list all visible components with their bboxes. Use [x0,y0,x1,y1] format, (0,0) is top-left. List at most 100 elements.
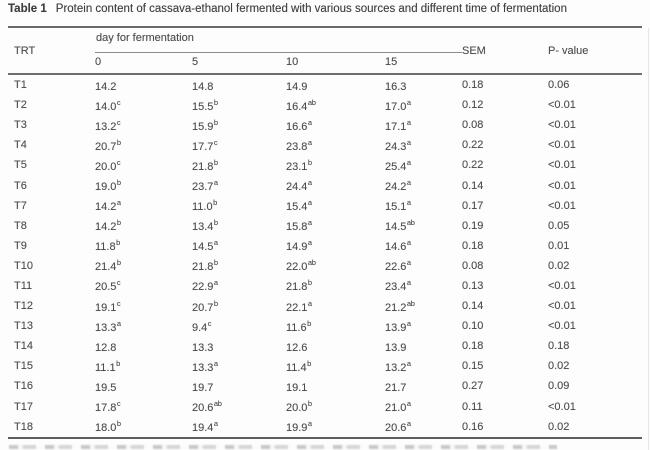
p-cell: 0.02 [548,259,570,272]
day-cell: 19.5 [95,379,192,394]
day-cell: 19.1 [286,379,385,394]
significance-superscript: ab [307,97,316,107]
significance-superscript: a [406,318,411,328]
sem-cell: 0.27 [462,380,484,393]
significance-superscript: b [307,399,312,409]
sem-cell: 0.16 [462,420,484,433]
p-cell: <0.01 [548,199,576,212]
trt-cell: T14 [14,340,33,353]
column-group-day-for-fermentation: day for fermentation 0 5 10 15 [95,28,462,73]
protein-value: 12.8 [95,341,117,354]
day-cell: 21.4b [95,258,192,273]
protein-value: 19.7 [192,381,214,394]
table-row: T2 14.0c 15.5b 16.4ab 17.0a 0.12 <0.01 [8,95,642,115]
column-header-day-0: 0 [95,56,102,68]
protein-value: 17.7 [192,140,214,153]
cropped-footnote-text [9,445,557,449]
significance-superscript: b [213,117,218,127]
day-cell: 14.5a [192,238,286,253]
trt-cell: T6 [14,179,27,192]
protein-value: 15.9 [192,120,214,133]
p-cell: <0.01 [548,139,576,152]
protein-content-table: TRT day for fermentation 0 5 10 15 SEM P… [8,26,642,440]
significance-superscript: a [307,298,312,308]
significance-superscript: ab [213,399,222,409]
protein-value: 24.2 [385,181,407,194]
significance-superscript: a [406,157,411,167]
p-cell: <0.01 [548,159,576,172]
protein-value: 14.6 [385,241,407,254]
significance-superscript: c [116,117,121,127]
protein-value: 14.5 [385,221,407,234]
table-bottom-rule [8,436,642,440]
day-cell: 22.1a [286,299,385,314]
day-cell: 17.7c [192,138,286,153]
table-row: T1 14.2 14.8 14.9 16.3 0.18 0.06 [8,75,642,95]
protein-value: 19.4 [192,422,214,435]
day-cell: 24.4a [286,178,385,193]
significance-superscript: a [406,117,411,127]
day-cell: 25.4a [385,158,462,173]
sem-cell: 0.08 [462,119,484,132]
significance-superscript: a [307,117,312,127]
protein-value: 13.3 [95,321,117,334]
significance-superscript: a [406,258,411,268]
protein-value: 23.4 [385,281,407,294]
trt-cell: T8 [14,219,27,232]
significance-superscript: b [116,238,120,248]
protein-value: 19.1 [95,301,117,314]
significance-superscript: c [116,278,121,288]
day-cell: 24.2a [385,178,462,193]
day-cell: 12.8 [95,339,192,354]
protein-value: 17.1 [385,120,407,133]
protein-value: 21.0 [385,402,407,415]
column-header-day-15: 15 [385,56,398,68]
protein-value: 22.9 [192,281,214,294]
table-body: T1 14.2 14.8 14.9 16.3 0.18 0.06 T2 14.0… [8,75,642,437]
protein-value: 25.4 [385,160,407,173]
protein-value: 11.4 [286,361,307,374]
significance-superscript: b [213,198,217,208]
protein-value: 17.0 [385,100,407,113]
day-cell: 19.7 [192,379,286,394]
day-subheaders: 0 5 10 15 [95,56,462,68]
protein-value: 14.2 [95,201,117,214]
protein-value: 11.6 [286,321,307,334]
day-cell: 23.1b [286,158,385,173]
trt-cell: T9 [14,239,27,252]
protein-value: 16.6 [286,120,308,133]
day-cell: 13.9a [385,319,462,334]
table-header: TRT day for fermentation 0 5 10 15 SEM P… [8,28,642,73]
significance-superscript: b [307,358,311,368]
significance-superscript: b [307,318,311,328]
protein-value: 14.5 [192,241,214,254]
protein-value: 13.4 [192,221,214,234]
p-cell: <0.01 [548,119,576,132]
trt-cell: T15 [14,360,33,373]
day-cell: 21.2ab [385,299,462,314]
sem-cell: 0.14 [462,300,484,313]
protein-value: 21.7 [385,381,407,394]
table-caption-text: Protein content of cassava-ethanol ferme… [55,3,567,15]
trt-cell: T1 [14,79,27,92]
sem-cell: 0.13 [462,279,484,292]
protein-value: 21.8 [286,281,308,294]
protein-value: 20.5 [95,281,117,294]
day-cell: 23.8a [286,138,385,153]
day-cell: 20.0b [286,399,385,414]
significance-superscript: a [406,238,411,248]
table-row: T18 18.0b 19.4a 19.9a 20.6a 0.16 0.02 [8,417,642,437]
table-row: T16 19.5 19.7 19.1 21.7 0.27 0.09 [8,376,642,396]
table-caption-number: Table 1 [8,3,47,15]
day-cell: 20.5c [95,278,192,293]
protein-value: 23.8 [286,140,308,153]
significance-superscript: a [213,419,218,429]
scan-edge-artifact [648,28,649,450]
day-cell: 14.9 [286,78,385,93]
significance-superscript: c [116,399,121,409]
significance-superscript: a [307,238,312,248]
p-cell: 0.18 [548,340,570,353]
significance-superscript: a [307,218,312,228]
significance-superscript: b [116,218,121,228]
protein-value: 23.1 [286,160,308,173]
